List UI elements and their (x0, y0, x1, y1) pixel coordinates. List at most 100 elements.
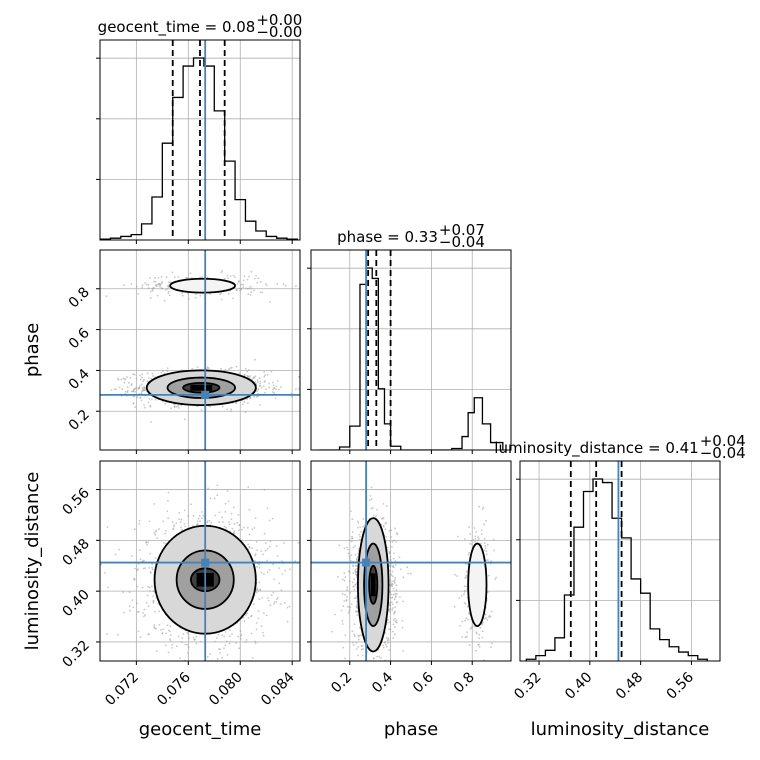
sample-point (246, 526, 249, 529)
sample-point (187, 515, 190, 517)
sample-point (273, 601, 276, 603)
sample-point (256, 587, 259, 590)
sample-point (143, 406, 146, 409)
sample-point (246, 612, 249, 615)
sample-point (401, 626, 404, 629)
sample-point (177, 635, 180, 638)
sample-point (192, 637, 195, 639)
sample-point (166, 510, 169, 513)
sample-point (390, 593, 393, 596)
sample-point (337, 575, 339, 578)
y-tick-label: 0.32 (59, 637, 92, 670)
sample-point (256, 390, 258, 393)
sample-point (160, 629, 162, 631)
sample-point (139, 636, 142, 638)
sample-point (456, 575, 458, 577)
sample-point (480, 542, 482, 545)
sample-point (226, 274, 229, 277)
sample-point (278, 582, 281, 585)
sample-point (182, 294, 184, 297)
sample-point (258, 377, 261, 380)
sample-point (351, 581, 354, 584)
sample-point (468, 526, 470, 528)
sample-point (362, 525, 365, 528)
sample-point (223, 647, 225, 650)
sample-point (355, 573, 357, 576)
sample-point (164, 289, 167, 291)
sample-point (343, 600, 346, 602)
sample-point (254, 554, 256, 557)
sample-point (271, 391, 274, 393)
sample-point (150, 398, 153, 401)
sample-point (351, 630, 354, 633)
y-axis-label-phase: phase (22, 323, 43, 377)
sample-point (466, 631, 468, 633)
sample-point (494, 578, 496, 581)
sample-point (391, 609, 393, 611)
sample-point (352, 585, 355, 588)
sample-point (346, 605, 349, 608)
sample-point (389, 569, 392, 572)
title-phase: phase = 0.33 +0.07−0.04 (337, 221, 485, 251)
sample-point (392, 587, 395, 590)
sample-point (353, 635, 356, 638)
y-tick-label: 0.8 (66, 284, 93, 311)
sample-point (467, 618, 469, 621)
sample-point (468, 551, 470, 554)
sample-point (390, 559, 392, 561)
sample-point (262, 634, 265, 637)
sample-point (146, 543, 148, 546)
sample-point (243, 526, 246, 529)
sample-point (248, 275, 251, 278)
sample-point (178, 512, 181, 514)
sample-point (398, 556, 401, 559)
sample-point (224, 511, 227, 513)
sample-point (461, 620, 464, 623)
sample-point (223, 277, 226, 280)
sample-point (242, 279, 245, 282)
sample-point (180, 526, 182, 529)
sample-point (247, 486, 250, 489)
sample-point (355, 597, 357, 599)
sample-point (225, 640, 228, 643)
sample-point (167, 517, 170, 520)
sample-point (206, 520, 209, 522)
sample-point (126, 391, 129, 394)
sample-point (359, 538, 361, 541)
sample-point (359, 535, 361, 538)
sample-point (220, 367, 223, 370)
sample-point (257, 277, 260, 280)
sample-point (157, 277, 160, 279)
sample-point (348, 609, 351, 612)
sample-point (486, 543, 489, 546)
sample-point (154, 398, 157, 401)
sample-point (472, 539, 475, 541)
sample-point (122, 591, 125, 594)
sample-point (343, 572, 346, 575)
sample-point (265, 283, 267, 285)
sample-point (478, 505, 480, 508)
sample-point (163, 372, 166, 375)
sample-point (484, 545, 487, 547)
sample-point (133, 567, 136, 570)
sample-point (246, 374, 249, 377)
sample-point (394, 576, 397, 579)
sample-point (162, 520, 165, 523)
sample-point (149, 290, 152, 293)
sample-point (183, 663, 185, 665)
sample-point (464, 576, 467, 579)
sample-point (259, 380, 262, 383)
sample-point (392, 593, 395, 596)
sample-point (294, 560, 297, 562)
sample-point (224, 502, 227, 505)
sample-point (117, 378, 120, 381)
sample-point (391, 541, 394, 543)
sample-point (248, 533, 251, 536)
sample-point (392, 607, 394, 609)
sample-point (257, 610, 260, 613)
sample-point (199, 520, 201, 522)
panel-geocent_time-vs-phase (100, 250, 300, 450)
sample-point (249, 285, 252, 288)
sample-point (357, 547, 360, 550)
sample-point (254, 642, 257, 645)
